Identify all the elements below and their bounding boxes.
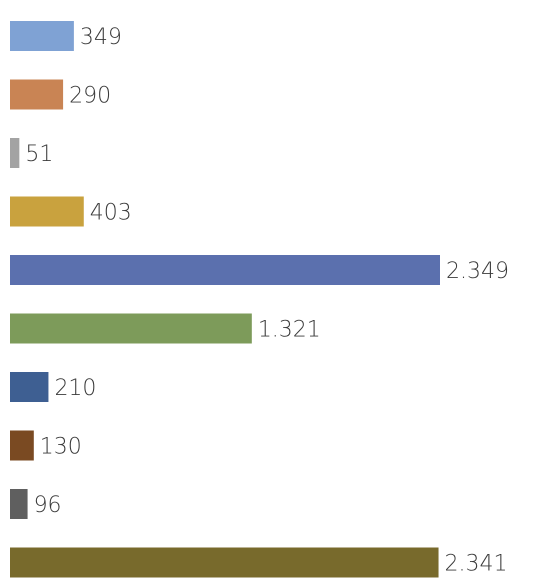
bar-value-label-10: 2.341 bbox=[445, 552, 508, 577]
bar-6 bbox=[10, 313, 252, 344]
bar-8 bbox=[10, 430, 34, 461]
bar-value-label-7: 210 bbox=[54, 376, 96, 401]
bar-value-label-1: 349 bbox=[80, 25, 122, 50]
bar-9 bbox=[10, 489, 28, 519]
bar-value-label-8: 130 bbox=[40, 435, 82, 460]
bar-3 bbox=[10, 138, 20, 168]
bar-2 bbox=[10, 79, 64, 110]
bar-value-label-5: 2.349 bbox=[446, 259, 509, 284]
bar-value-label-4: 403 bbox=[90, 201, 132, 226]
bar-10 bbox=[10, 547, 439, 578]
bar-value-label-6: 1.321 bbox=[258, 318, 321, 343]
bar-value-label-3: 51 bbox=[25, 142, 53, 167]
bar-7 bbox=[10, 372, 49, 402]
bar-4 bbox=[10, 196, 84, 227]
bar-value-label-9: 96 bbox=[34, 493, 62, 518]
bar-value-label-2: 290 bbox=[69, 84, 111, 109]
bar-1 bbox=[10, 21, 74, 51]
bar-5 bbox=[10, 255, 440, 285]
